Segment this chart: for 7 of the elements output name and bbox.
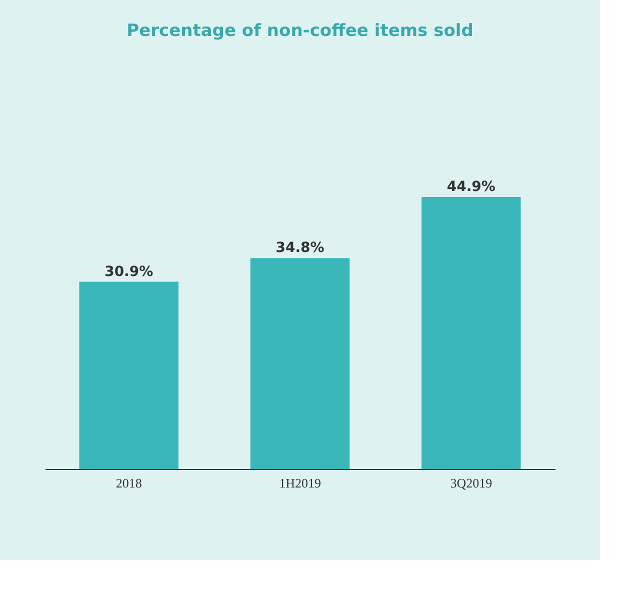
data-label: 34.8% [276, 240, 324, 256]
x-tick-label: 3Q2019 [450, 476, 492, 490]
x-tick-label: 2018 [116, 476, 142, 490]
chart-title: Percentage of non-coffee items sold [126, 21, 474, 41]
x-tick-label: 1H2019 [279, 476, 321, 490]
data-label: 30.9% [104, 264, 154, 280]
data-label: 44.9% [446, 179, 496, 195]
